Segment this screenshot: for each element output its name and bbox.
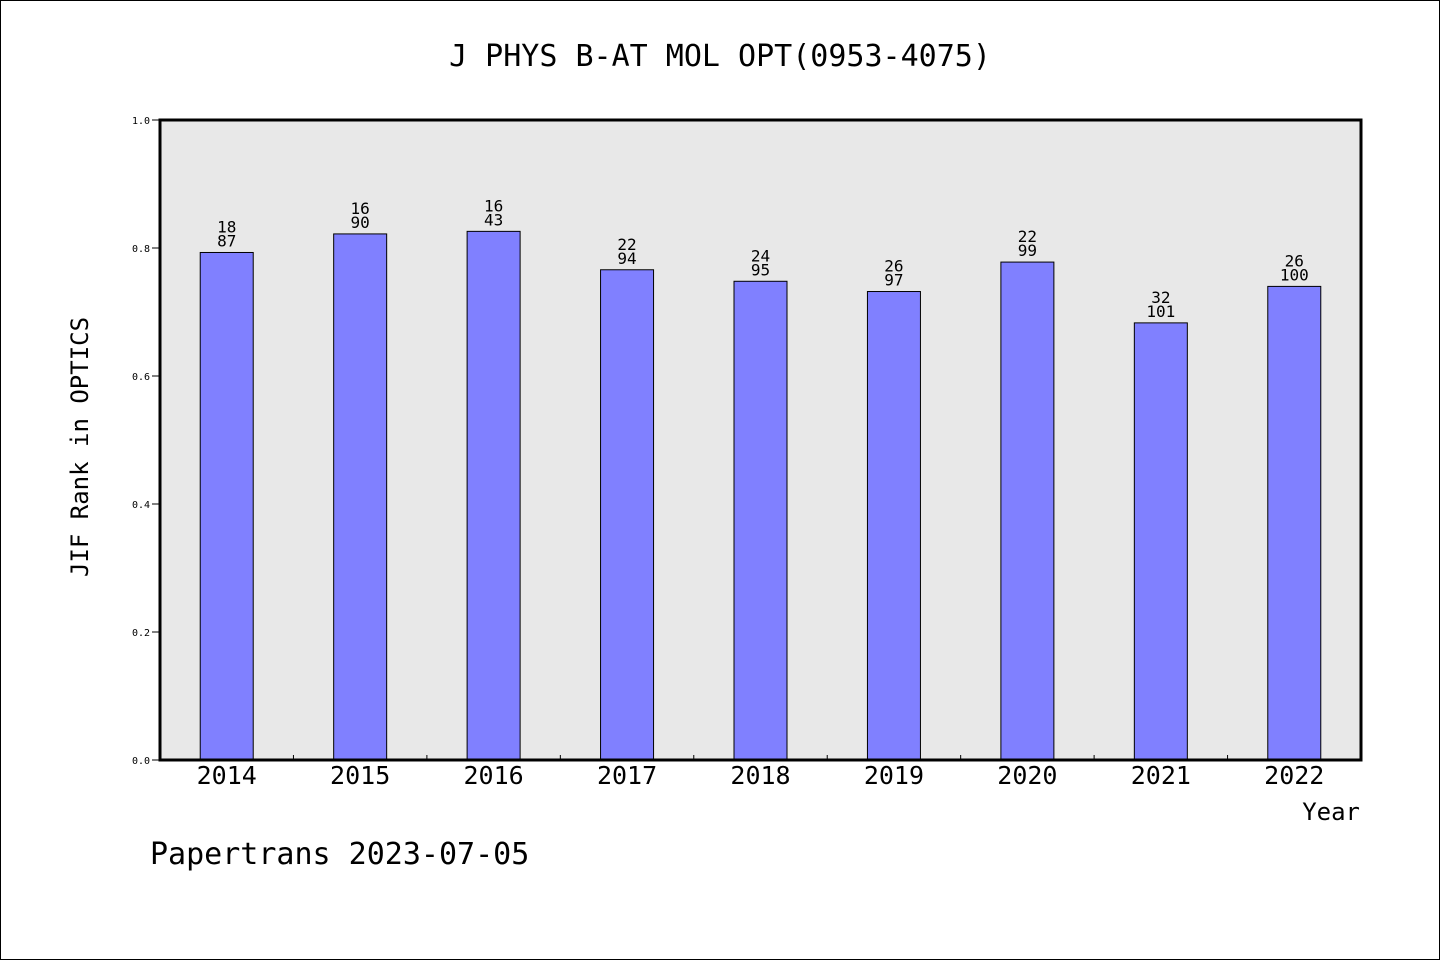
- x-tick-label: 2017: [597, 761, 657, 790]
- bar-total-label: 101: [1146, 302, 1175, 321]
- bar-2014: [199, 251, 254, 761]
- x-tick-label: 2021: [1131, 761, 1191, 790]
- bar-2020: [1000, 261, 1055, 761]
- bar-total-label: 94: [617, 249, 636, 268]
- bar-2015: [333, 233, 388, 761]
- bar-2017: [600, 269, 655, 761]
- bar-total-label: 90: [351, 213, 370, 232]
- y-tick-label: 1.0: [132, 116, 150, 127]
- y-tick-label: 0.8: [132, 244, 150, 255]
- bar-total-label: 43: [484, 210, 503, 229]
- bar-rank-label: 26: [884, 257, 903, 276]
- bar-2021: [1133, 322, 1188, 761]
- x-axis-label: Year: [1302, 798, 1360, 826]
- bar-rank-label: 26: [1285, 251, 1304, 270]
- bar-rank-label: 16: [484, 196, 503, 215]
- x-tick-label: 2020: [997, 761, 1057, 790]
- bar-2019: [866, 291, 921, 761]
- bar-2016: [466, 230, 521, 761]
- x-tick-label: 2019: [864, 761, 924, 790]
- x-axis: 2014 2015 2016 2017 2018 2019 2020 2021 2022: [197, 755, 1324, 790]
- bar-total-label: 99: [1018, 241, 1037, 260]
- bar-total-label: 97: [884, 271, 903, 290]
- x-tick-label: 2014: [197, 761, 257, 790]
- y-tick-label: 0.6: [132, 372, 150, 383]
- bar-rank-label: 18: [217, 217, 236, 236]
- bar-total-label: 87: [217, 231, 236, 250]
- y-tick-label: 0.0: [132, 756, 150, 767]
- bar-2018: [733, 280, 788, 761]
- x-tick-label: 2015: [330, 761, 390, 790]
- bar-rank-label: 24: [751, 246, 770, 265]
- bar-rank-label: 16: [351, 199, 370, 218]
- bar-total-label: 95: [751, 260, 770, 279]
- chart-title: J PHYS B-AT MOL OPT(0953-4075): [449, 39, 991, 74]
- y-axis: 0.0 0.2 0.4 0.6 0.8 1.0: [132, 116, 160, 767]
- bar-rank-label: 22: [617, 235, 636, 254]
- plot-border: [158, 118, 1363, 762]
- bar-rank-label: 22: [1018, 227, 1037, 246]
- x-tick-label: 2022: [1264, 761, 1324, 790]
- y-tick-label: 0.2: [132, 628, 150, 639]
- x-tick-label: 2018: [730, 761, 790, 790]
- x-tick-label: 2016: [464, 761, 524, 790]
- y-tick-label: 0.4: [132, 500, 150, 511]
- bars-group: [199, 230, 1322, 761]
- bar-2022: [1267, 285, 1322, 761]
- y-axis-label: JIF Rank in OPTICS: [66, 317, 94, 577]
- bar-rank-label: 32: [1151, 288, 1170, 307]
- bar-total-label: 100: [1280, 265, 1309, 284]
- footer-credit: Papertrans 2023-07-05: [150, 837, 529, 872]
